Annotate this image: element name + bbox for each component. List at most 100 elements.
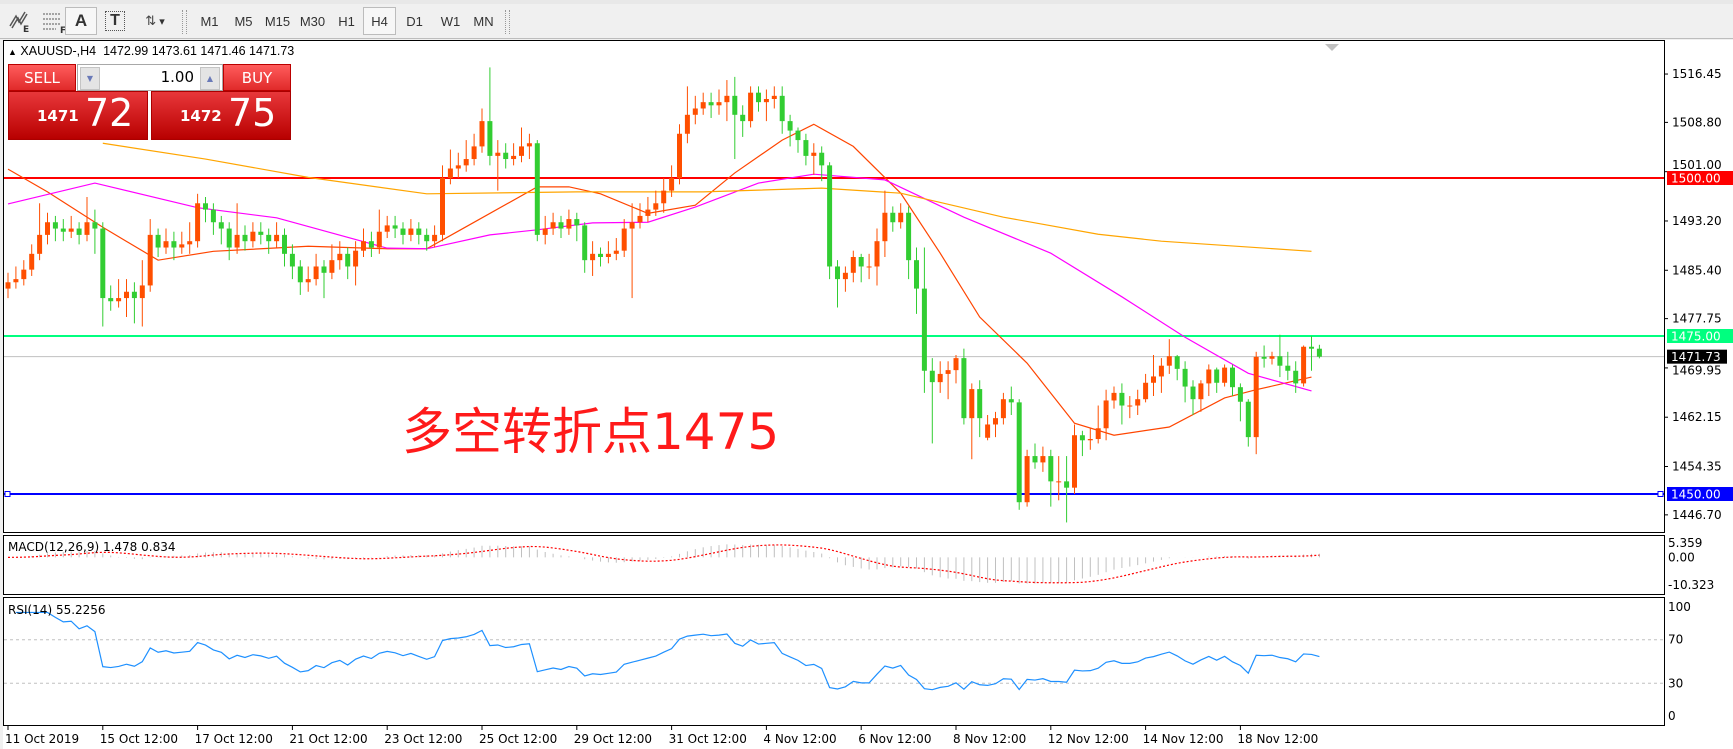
timeframe-m5[interactable]: M5 xyxy=(234,13,253,29)
elliott-wave-icon[interactable]: E xyxy=(4,7,38,35)
volume-stepper[interactable]: ▼ 1.00 ▲ xyxy=(77,64,223,91)
time-tick-label: 12 Nov 12:00 xyxy=(1048,732,1129,746)
candle-body xyxy=(1056,481,1062,483)
candle-body xyxy=(795,130,801,141)
chart-area[interactable] xyxy=(3,40,1733,749)
timeframe-h1[interactable]: H1 xyxy=(338,13,355,29)
candle-body xyxy=(1277,356,1283,366)
level-handle[interactable] xyxy=(4,491,11,497)
sell-price-button[interactable]: 1471 72 xyxy=(8,91,148,140)
candle-body xyxy=(740,114,746,122)
triangle-up-icon[interactable]: ▲ xyxy=(8,47,17,57)
candle-body xyxy=(605,253,611,257)
candle-body xyxy=(842,272,848,280)
volume-input[interactable]: 1.00 xyxy=(160,68,194,86)
candle-body xyxy=(827,165,833,267)
price-tick-label: 1508.80 xyxy=(1672,115,1722,129)
candle-body xyxy=(21,269,27,280)
timeframe-w1[interactable]: W1 xyxy=(440,13,461,29)
time-tick-label: 4 Nov 12:00 xyxy=(763,732,836,746)
candle-body xyxy=(969,389,975,419)
timeframe-mn[interactable]: MN xyxy=(473,13,494,29)
candle-body xyxy=(700,102,706,109)
candle-body xyxy=(779,95,785,122)
candle-body xyxy=(866,266,872,268)
candle-body xyxy=(1316,348,1322,357)
candle-body xyxy=(1237,387,1243,402)
macd-tick-label: -10.323 xyxy=(1668,578,1714,592)
text-label-icon[interactable]: T xyxy=(100,7,130,35)
fibonacci-icon[interactable]: F xyxy=(38,7,72,35)
volume-decrease-button[interactable]: ▼ xyxy=(80,67,100,90)
candle-body xyxy=(353,250,359,267)
candle-body xyxy=(977,389,983,419)
candle-body xyxy=(1166,356,1172,366)
candle-body xyxy=(519,146,524,156)
candle-body xyxy=(961,358,967,419)
time-tick-label: 25 Oct 12:00 xyxy=(479,732,557,746)
candle-body xyxy=(1135,399,1141,406)
candle-body xyxy=(898,212,904,223)
candle-body xyxy=(1230,367,1235,388)
candle-body xyxy=(550,222,556,229)
text-label-glyph: T xyxy=(105,11,125,31)
candle-body xyxy=(1111,392,1117,401)
buy-price-pips: 75 xyxy=(228,91,277,135)
candle-body xyxy=(479,121,485,147)
candle-body xyxy=(250,231,256,242)
candle-body xyxy=(1119,392,1125,406)
candle-body xyxy=(882,212,888,242)
candle-body xyxy=(787,121,793,131)
candle-body xyxy=(45,222,50,235)
level-handle[interactable] xyxy=(1657,491,1664,497)
candle-body xyxy=(929,370,935,383)
candle-body xyxy=(266,234,272,242)
sell-button[interactable]: SELL xyxy=(8,64,76,91)
candle-body xyxy=(226,228,232,248)
current-price-badge xyxy=(1667,349,1727,364)
candle-body xyxy=(274,234,280,242)
timeframe-h4[interactable]: H4 xyxy=(363,7,396,35)
candle-body xyxy=(716,102,722,106)
candle-body xyxy=(684,114,690,134)
arrows-dropdown-icon[interactable]: ⇅ ▾ xyxy=(135,7,175,35)
candle-body xyxy=(447,168,453,178)
timeframe-m15[interactable]: M15 xyxy=(264,13,291,29)
volume-increase-button[interactable]: ▲ xyxy=(200,67,220,90)
text-icon[interactable]: A xyxy=(65,7,97,35)
buy-button[interactable]: BUY xyxy=(223,64,291,91)
candle-body xyxy=(108,298,114,302)
time-tick-label: 23 Oct 12:00 xyxy=(384,732,462,746)
candle-body xyxy=(503,152,509,160)
chart-shift-marker-icon[interactable] xyxy=(1325,44,1339,51)
buy-price-button[interactable]: 1472 75 xyxy=(151,91,291,140)
price-tick-label: 1501.00 xyxy=(1672,158,1722,172)
candle-body xyxy=(471,146,477,160)
rsi-tick-label: 70 xyxy=(1668,633,1683,647)
timeframe-d1[interactable]: D1 xyxy=(406,13,423,29)
candle-body xyxy=(574,219,580,226)
candle-body xyxy=(29,253,35,270)
candle-body xyxy=(147,234,153,286)
candle-body xyxy=(432,234,438,242)
candle-body xyxy=(1190,386,1196,400)
time-tick-label: 11 Oct 2019 xyxy=(5,732,79,746)
macd-tick-label: 5.359 xyxy=(1668,536,1702,550)
timeframe-m30[interactable]: M30 xyxy=(299,13,326,29)
price-tick-label: 1477.75 xyxy=(1672,312,1722,326)
candle-body xyxy=(1245,401,1251,438)
candle-body xyxy=(748,92,754,122)
candle-body xyxy=(1064,481,1070,488)
candle-body xyxy=(874,241,880,267)
chart-annotation-text[interactable]: 多空转折点1475 xyxy=(402,403,780,461)
candle-body xyxy=(526,143,532,147)
price-tick-label: 1446.70 xyxy=(1672,508,1722,522)
moving-average-slow xyxy=(102,142,1312,252)
main-pane-border xyxy=(3,40,1665,533)
timeframe-m1[interactable]: M1 xyxy=(200,13,219,29)
candle-body xyxy=(945,370,951,374)
macd-title: MACD(12,26,9) 1.478 0.834 xyxy=(8,540,175,554)
candle-body xyxy=(337,253,343,261)
candle-body xyxy=(52,222,58,229)
